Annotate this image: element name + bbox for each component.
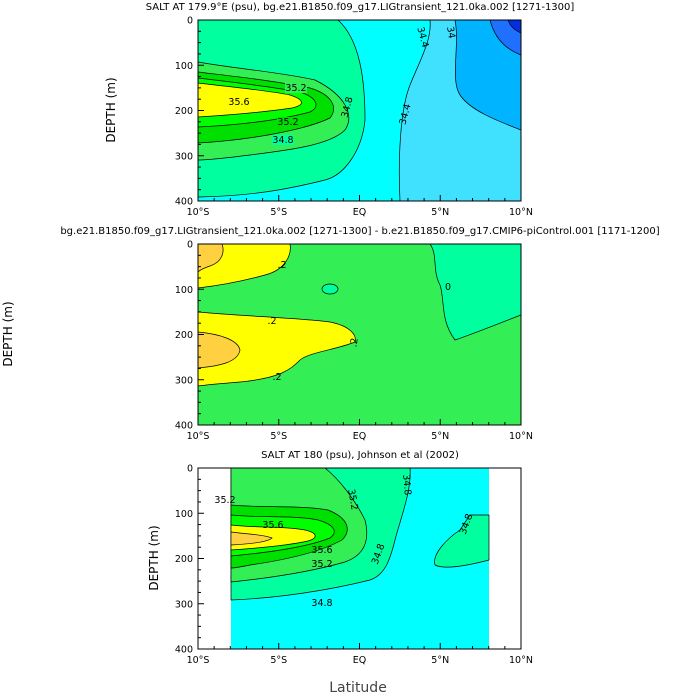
panel-3-clab-2: 35.6 <box>262 520 283 531</box>
panel-2-clab-3: .2 <box>267 316 276 327</box>
y-tick-label: 0 <box>187 464 193 475</box>
panel-1-clab-2: 35.6 <box>228 97 249 108</box>
y-tick-label: 400 <box>175 645 193 656</box>
panel-1-x-axis: 10°S 5°S EQ 5°N 10°N <box>187 195 533 218</box>
panel-1-clab-4: 34.8 <box>272 135 293 146</box>
y-tick-label: 200 <box>175 106 193 117</box>
y-tick-label: 100 <box>175 509 193 520</box>
x-tick-label: 5°S <box>270 431 287 442</box>
panel-3-band-mint2 <box>434 514 490 568</box>
panel-1-clab-8: 34 <box>444 26 457 40</box>
panel-2-band-orange <box>198 331 241 369</box>
x-tick-label: 10°N <box>509 431 533 442</box>
panel-3-contours <box>230 468 490 649</box>
panel-1-band-navy2 <box>507 20 521 34</box>
panel-3-y-axis: 0 100 200 300 400 <box>175 464 204 656</box>
x-tick-label: 5°N <box>431 431 449 442</box>
panel-2-band-lightorange <box>198 244 224 273</box>
y-tick-label: 200 <box>175 330 193 341</box>
x-tick-label: 10°S <box>187 431 210 442</box>
panel-2-clab-5: .2 <box>272 372 281 383</box>
panel-2-ylabel: DEPTH (m) <box>1 301 15 366</box>
panel-2-clab-4: .2 <box>348 337 360 348</box>
x-tick-label: 10°S <box>187 655 210 666</box>
panel-3-clab-5: 35.2 <box>345 488 360 511</box>
panel-2-band-mint <box>429 244 521 341</box>
panel-3-clab-4: 35.2 <box>311 559 332 570</box>
y-tick-label: 0 <box>187 16 193 27</box>
panel-2-clab-2: 0 <box>445 282 451 293</box>
y-tick-label: 400 <box>175 421 193 432</box>
x-tick-label: 10°N <box>509 207 533 218</box>
x-tick-label: 10°S <box>187 207 210 218</box>
panel-3-clab-3: 35.6 <box>311 545 332 556</box>
panel-3-clab-1: 35.2 <box>214 495 235 506</box>
panel-1-clab-6: 34.4 <box>414 26 430 49</box>
panel-3-ylabel: DEPTH (m) <box>147 525 161 590</box>
panel-3-title: SALT AT 180 (psu), Johnson et al (2002) <box>261 450 459 461</box>
panel-2-band-yellow2 <box>198 311 356 387</box>
panel-1-clab-5: 34.8 <box>340 96 356 119</box>
panel-3-x-axis: 10°S 5°S EQ 5°N 10°N <box>187 643 533 666</box>
x-tick-label: EQ <box>353 655 366 666</box>
x-tick-label: 5°N <box>431 655 449 666</box>
panel-1-clab-7: 34.4 <box>398 103 414 126</box>
panel-1: SALT AT 179.9°E (psu), bg.e21.B1850.f09_… <box>104 2 574 218</box>
panel-3-clab-6: 34.8 <box>400 474 413 496</box>
panel-2-x-axis: 10°S 5°S EQ 5°N 10°N <box>187 419 533 442</box>
x-tick-label: 5°S <box>270 655 287 666</box>
panel-2-y-axis: 0 100 200 300 400 <box>175 240 204 432</box>
panel-1-clab-1: 35.2 <box>285 83 306 94</box>
y-tick-label: 400 <box>175 197 193 208</box>
panel-3-band-yellow <box>230 524 316 551</box>
panel-2-title: bg.e21.B1850.f09_g17.LIGtransient_121.0k… <box>60 226 659 237</box>
x-axis-label: Latitude <box>329 680 387 696</box>
panel-1-clab-3: 35.2 <box>277 117 298 128</box>
y-tick-label: 100 <box>175 61 193 72</box>
y-tick-label: 200 <box>175 554 193 565</box>
y-tick-label: 100 <box>175 285 193 296</box>
panel-3-band-orange <box>230 531 273 546</box>
x-tick-label: 10°N <box>509 655 533 666</box>
panel-2: bg.e21.B1850.f09_g17.LIGtransient_121.0k… <box>1 226 660 442</box>
x-tick-label: 5°N <box>431 207 449 218</box>
panel-1-ylabel: DEPTH (m) <box>104 77 118 142</box>
y-tick-label: 300 <box>175 375 193 386</box>
y-tick-label: 300 <box>175 599 193 610</box>
panel-2-contours <box>198 244 521 425</box>
panel-2-contour-labels: .2 0 .2 .2 .2 <box>267 260 451 383</box>
panel-3: SALT AT 180 (psu), Johnson et al (2002) … <box>147 450 533 666</box>
y-tick-label: 0 <box>187 240 193 251</box>
panel-1-band-deepblue <box>454 20 521 131</box>
panel-3-clab-9: 34.8 <box>311 598 332 609</box>
panel-2-blob <box>321 283 339 295</box>
panel-1-title: SALT AT 179.9°E (psu), bg.e21.B1850.f09_… <box>146 2 575 13</box>
panel-1-contours <box>198 20 521 201</box>
x-tick-label: EQ <box>353 431 366 442</box>
y-tick-label: 300 <box>175 151 193 162</box>
panel-1-contour-labels: 35.2 35.6 35.2 34.8 34.8 34.4 34.4 34 <box>228 26 457 146</box>
panel-2-clab-1: .2 <box>277 260 286 271</box>
panel-1-y-axis: 0 100 200 300 400 <box>175 16 204 208</box>
panel-1-band-navy <box>489 20 521 56</box>
x-tick-label: EQ <box>353 207 366 218</box>
x-tick-label: 5°S <box>270 207 287 218</box>
